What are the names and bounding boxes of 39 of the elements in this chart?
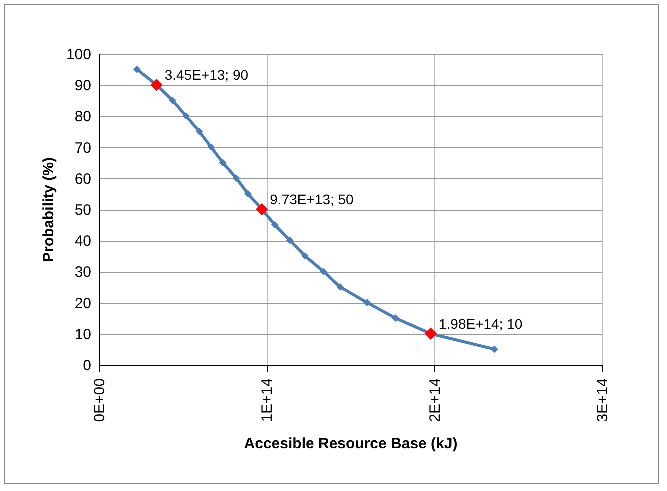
- point: [490, 346, 498, 354]
- y-tick-label: 50: [74, 202, 92, 219]
- y-tick-label: 40: [74, 233, 92, 250]
- point: [271, 221, 279, 229]
- y-tick-label: 10: [74, 326, 92, 344]
- point: [208, 144, 216, 152]
- x-tick-label: 3E+14: [594, 378, 612, 422]
- y-tick-label: 60: [74, 170, 92, 188]
- y-tick-label: 70: [74, 140, 92, 157]
- y-tick-label: 100: [66, 46, 92, 64]
- point: [244, 190, 252, 198]
- point: [232, 174, 240, 182]
- y-tick-label: 90: [74, 78, 92, 95]
- point: [182, 112, 190, 120]
- y-axis-title: Probability (%): [40, 157, 58, 263]
- y-tick-label: 20: [74, 295, 92, 312]
- x-tick-label: 2E+14: [426, 378, 444, 422]
- annotation: 9.73E+13; 50: [270, 192, 354, 208]
- y-tick-label: 80: [74, 108, 92, 126]
- point: [150, 78, 163, 92]
- point: [286, 236, 294, 244]
- x-tick-label: 0E+00: [92, 378, 108, 422]
- point: [364, 299, 371, 307]
- point: [320, 268, 328, 276]
- point: [196, 128, 204, 136]
- y-tick-label: 0: [83, 358, 92, 374]
- point: [169, 96, 176, 104]
- point: [302, 252, 309, 260]
- point: [424, 328, 438, 340]
- x-axis-title: Accesible Resource Base (kJ): [244, 435, 458, 452]
- x-tick-label: 1E+14: [259, 378, 276, 422]
- point: [133, 66, 141, 74]
- annotation: 1.98E+14; 10: [438, 316, 523, 332]
- point: [219, 159, 227, 167]
- y-tick-label: 30: [74, 264, 92, 282]
- point: [256, 203, 268, 216]
- point: [336, 284, 344, 291]
- annotation: 3.45E+13; 90: [164, 67, 249, 84]
- point: [392, 314, 400, 322]
